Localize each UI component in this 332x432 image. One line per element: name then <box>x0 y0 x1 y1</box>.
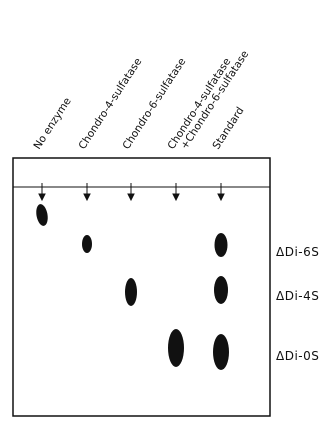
spot-label: ΔDi-6S <box>276 245 319 259</box>
arrow <box>128 183 134 200</box>
spot <box>214 276 228 304</box>
lane-label: No enzyme <box>31 95 73 151</box>
lane-label: Standard <box>210 105 246 152</box>
spot <box>213 334 229 370</box>
arrow <box>173 183 179 200</box>
arrow <box>218 183 224 200</box>
spots <box>35 203 229 370</box>
arrows <box>39 183 224 200</box>
spot-label: ΔDi-4S <box>276 289 319 303</box>
arrow <box>84 183 90 200</box>
arrow <box>39 183 45 200</box>
spot <box>125 278 137 306</box>
spot <box>82 235 92 253</box>
spot <box>35 203 50 227</box>
figure: ΔDi-6S ΔDi-4S ΔDi-0S No enzymeChondro-4-… <box>0 0 332 432</box>
spot <box>215 233 228 257</box>
lane-label: +Chondro-6-sulfatase <box>178 49 251 152</box>
spot <box>168 329 184 367</box>
spot-label: ΔDi-0S <box>276 349 319 363</box>
plate-border <box>13 158 270 416</box>
plate <box>13 158 270 416</box>
